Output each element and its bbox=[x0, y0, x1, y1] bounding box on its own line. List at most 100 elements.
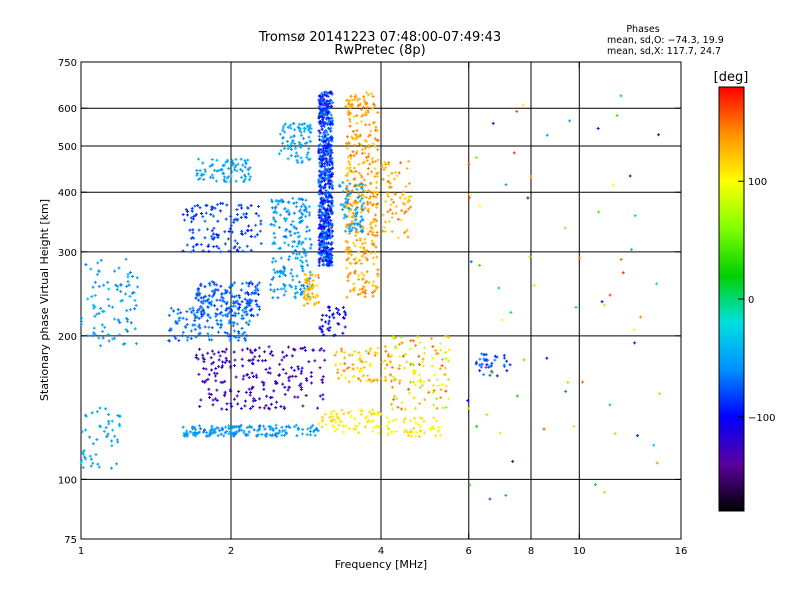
data-point bbox=[326, 167, 330, 171]
data-point bbox=[482, 373, 486, 377]
data-point bbox=[100, 323, 104, 327]
data-points bbox=[79, 90, 661, 501]
data-point bbox=[393, 170, 397, 174]
data-point bbox=[330, 119, 334, 123]
data-point bbox=[375, 234, 379, 238]
data-point bbox=[297, 216, 301, 220]
data-point bbox=[233, 239, 237, 243]
data-point bbox=[239, 288, 243, 292]
data-point bbox=[415, 430, 419, 434]
data-point bbox=[320, 230, 324, 234]
data-point bbox=[306, 302, 310, 306]
data-point bbox=[362, 195, 366, 199]
data-point bbox=[305, 155, 309, 159]
data-point bbox=[309, 243, 313, 247]
data-point bbox=[392, 398, 396, 402]
data-point bbox=[181, 316, 185, 320]
data-point bbox=[201, 308, 205, 312]
data-point bbox=[285, 217, 289, 221]
data-point bbox=[228, 333, 232, 337]
data-point bbox=[235, 169, 239, 173]
data-point bbox=[568, 119, 572, 123]
data-point bbox=[247, 172, 251, 176]
data-point bbox=[248, 166, 252, 170]
data-point bbox=[360, 197, 364, 201]
data-point bbox=[371, 256, 375, 260]
data-point bbox=[301, 269, 305, 273]
data-point bbox=[330, 225, 334, 229]
data-point bbox=[227, 249, 231, 253]
data-point bbox=[545, 356, 549, 360]
data-point bbox=[341, 331, 345, 335]
data-point bbox=[376, 425, 380, 429]
data-point bbox=[210, 338, 214, 342]
data-point bbox=[214, 314, 218, 318]
data-point bbox=[305, 230, 309, 234]
data-point bbox=[223, 230, 227, 234]
data-point bbox=[234, 335, 238, 339]
data-point bbox=[183, 325, 187, 329]
data-point bbox=[191, 245, 195, 249]
data-point bbox=[296, 395, 300, 399]
data-point bbox=[421, 357, 425, 361]
data-point bbox=[222, 434, 226, 438]
data-point bbox=[289, 147, 293, 151]
data-point bbox=[326, 200, 330, 204]
data-point bbox=[84, 457, 88, 461]
data-point bbox=[292, 368, 296, 372]
data-point bbox=[254, 285, 258, 289]
data-point bbox=[351, 367, 355, 371]
data-point bbox=[308, 429, 312, 433]
data-point bbox=[216, 330, 220, 334]
data-point bbox=[340, 373, 344, 377]
data-point bbox=[97, 284, 101, 288]
data-point bbox=[291, 122, 295, 126]
data-point bbox=[193, 316, 197, 320]
data-point bbox=[289, 366, 293, 370]
data-point bbox=[310, 381, 314, 385]
data-point bbox=[215, 388, 219, 392]
data-point bbox=[297, 141, 301, 145]
data-point bbox=[201, 353, 205, 357]
data-point bbox=[286, 243, 290, 247]
data-point bbox=[257, 305, 261, 309]
data-point bbox=[441, 357, 445, 361]
data-point bbox=[321, 211, 325, 215]
data-point bbox=[402, 211, 406, 215]
data-point bbox=[167, 339, 171, 343]
data-point bbox=[259, 242, 263, 246]
data-point bbox=[398, 196, 402, 200]
data-point bbox=[431, 356, 435, 360]
data-point bbox=[286, 143, 290, 147]
data-point bbox=[223, 361, 227, 365]
data-point bbox=[229, 364, 233, 368]
data-point bbox=[119, 283, 123, 287]
data-point bbox=[317, 144, 321, 148]
data-point bbox=[291, 251, 295, 255]
data-point bbox=[81, 452, 85, 456]
data-point bbox=[326, 195, 330, 199]
data-point bbox=[352, 282, 356, 286]
data-point bbox=[414, 383, 418, 387]
data-point bbox=[308, 228, 312, 232]
data-point bbox=[366, 420, 370, 424]
data-point bbox=[185, 323, 189, 327]
data-point bbox=[228, 319, 232, 323]
data-point bbox=[396, 217, 400, 221]
data-point bbox=[370, 170, 374, 174]
data-point bbox=[98, 424, 102, 428]
data-point bbox=[343, 325, 347, 329]
data-point bbox=[358, 422, 362, 426]
data-point bbox=[262, 383, 266, 387]
data-point bbox=[293, 231, 297, 235]
data-point bbox=[230, 230, 234, 234]
data-point bbox=[597, 210, 601, 214]
data-point bbox=[299, 145, 303, 149]
data-point bbox=[490, 361, 494, 365]
data-point bbox=[272, 240, 276, 244]
data-point bbox=[320, 192, 324, 196]
data-point bbox=[337, 376, 341, 380]
data-point bbox=[390, 171, 394, 175]
data-point bbox=[373, 289, 377, 293]
